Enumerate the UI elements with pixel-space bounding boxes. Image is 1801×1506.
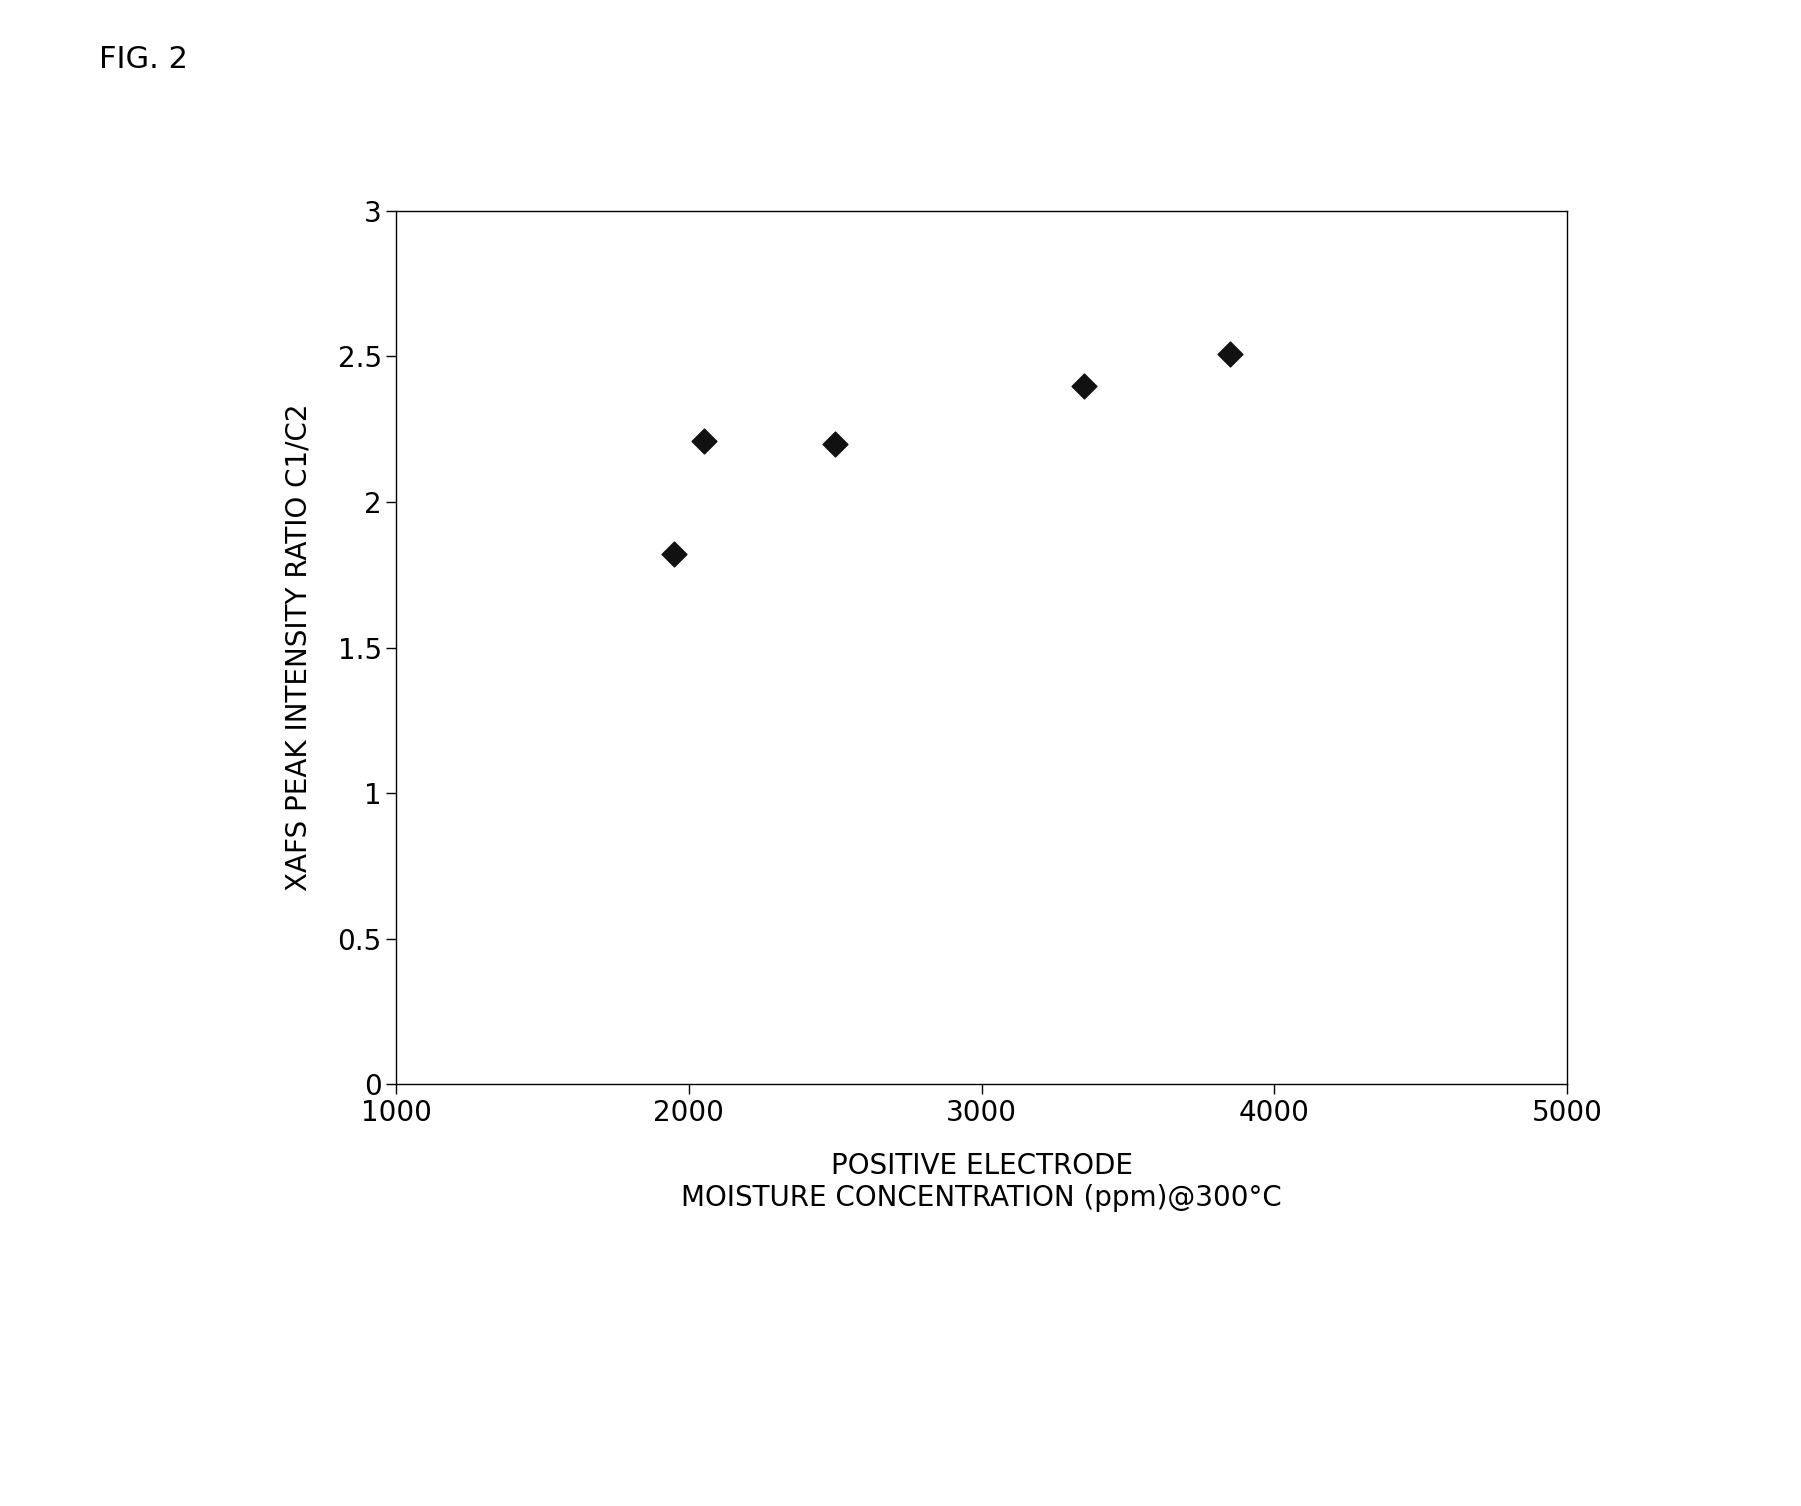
- Point: [1070, 373, 1099, 398]
- Point: [821, 432, 850, 456]
- Text: FIG. 2: FIG. 2: [99, 45, 187, 74]
- Point: [1216, 342, 1244, 366]
- Point: [659, 542, 688, 566]
- Y-axis label: XAFS PEAK INTENSITY RATIO C1/C2: XAFS PEAK INTENSITY RATIO C1/C2: [285, 404, 312, 892]
- X-axis label: POSITIVE ELECTRODE
MOISTURE CONCENTRATION (ppm)@300°C: POSITIVE ELECTRODE MOISTURE CONCENTRATIO…: [681, 1152, 1282, 1212]
- Point: [690, 429, 719, 453]
